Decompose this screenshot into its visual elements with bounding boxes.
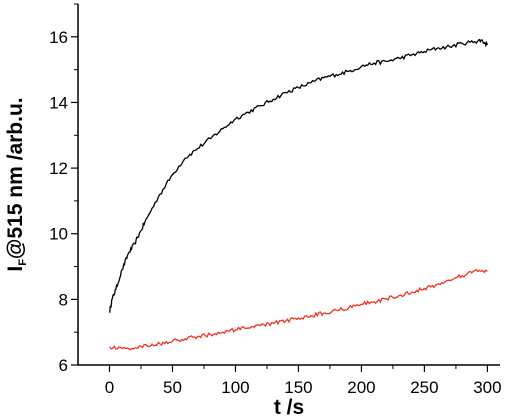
y-tick-label: 8	[59, 290, 68, 309]
x-tick-label: 50	[163, 378, 182, 397]
y-tick-label: 16	[49, 28, 68, 47]
y-axis-ticks: 6 8 10 12 14 16	[49, 3, 78, 375]
x-axis-ticks: 0 50 100 150 200 250 300	[105, 365, 502, 397]
series-1-line	[109, 38, 489, 314]
x-tick-label: 250	[410, 378, 438, 397]
x-tick-label: 300	[473, 378, 501, 397]
series-layer	[109, 38, 489, 351]
x-tick-label: 200	[347, 378, 375, 397]
x-axis-title: t /s	[274, 396, 304, 419]
y-tick-label: 14	[49, 93, 68, 112]
y-tick-label: 6	[59, 356, 68, 375]
y-axis-title-rest: @515 nm /arb.u.	[4, 97, 27, 259]
y-axis-title-main: I	[4, 266, 27, 272]
svg-text:IF@515 nm /arb.u.: IF@515 nm /arb.u.	[4, 97, 29, 271]
x-tick-label: 0	[105, 378, 114, 397]
x-tick-label: 100	[221, 378, 249, 397]
series-2-line	[109, 269, 488, 351]
x-tick-label: 150	[284, 378, 312, 397]
y-tick-label: 12	[49, 159, 68, 178]
y-axis-title-subscript: F	[17, 259, 29, 266]
plot-frame	[77, 4, 500, 366]
y-axis-title: IF@515 nm /arb.u.	[4, 97, 29, 271]
y-tick-label: 10	[49, 225, 68, 244]
